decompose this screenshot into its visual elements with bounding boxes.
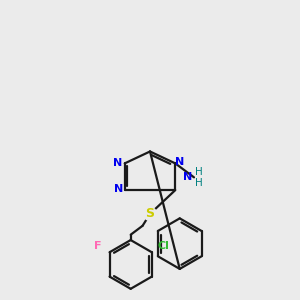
Text: H: H <box>196 178 203 188</box>
Text: N: N <box>175 158 184 167</box>
Text: N: N <box>113 158 122 168</box>
Text: H: H <box>196 167 203 177</box>
Text: N: N <box>183 172 193 182</box>
Text: F: F <box>94 241 102 251</box>
Text: Cl: Cl <box>158 241 169 251</box>
Text: N: N <box>114 184 123 194</box>
Text: S: S <box>146 207 154 220</box>
Circle shape <box>143 207 157 220</box>
